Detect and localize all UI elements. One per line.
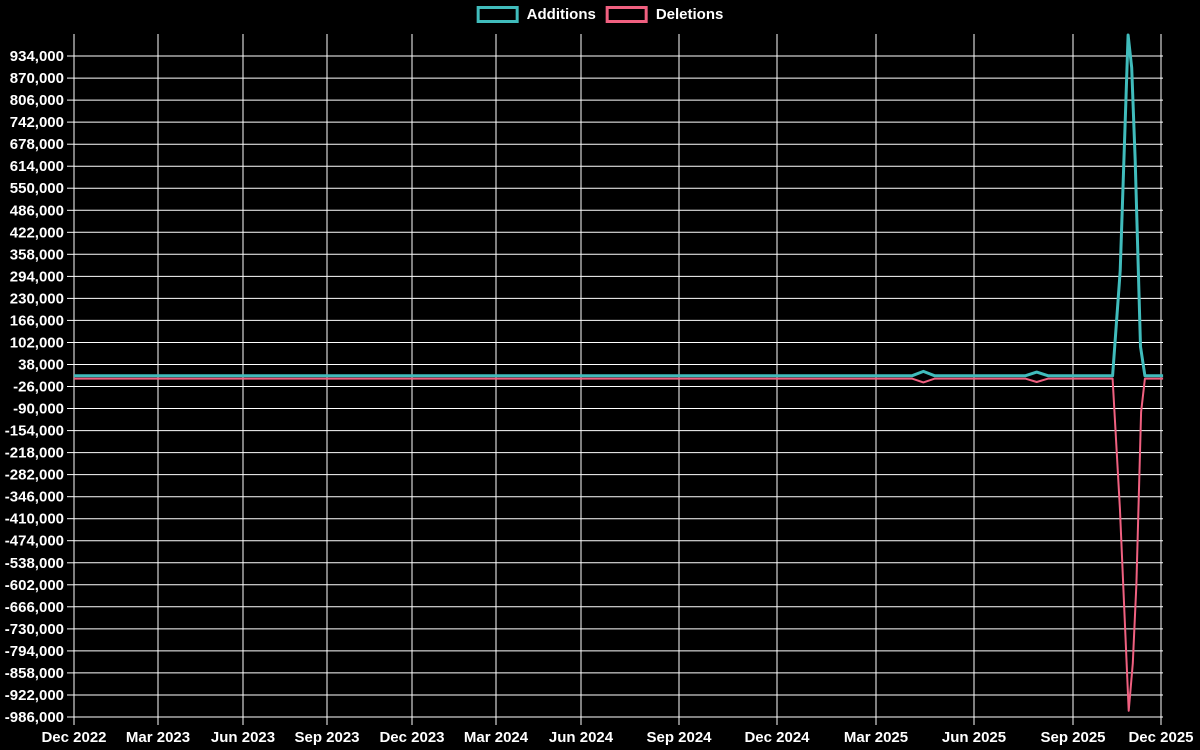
svg-text:486,000: 486,000 [10,202,64,219]
svg-text:Jun 2023: Jun 2023 [211,729,275,746]
svg-text:358,000: 358,000 [10,246,64,263]
svg-text:102,000: 102,000 [10,335,64,352]
svg-text:422,000: 422,000 [10,224,64,241]
svg-text:Mar 2025: Mar 2025 [844,729,908,746]
svg-text:934,000: 934,000 [10,48,64,65]
svg-text:230,000: 230,000 [10,290,64,307]
svg-text:294,000: 294,000 [10,268,64,285]
svg-text:-90,000: -90,000 [13,401,64,418]
svg-text:-858,000: -858,000 [5,665,64,682]
svg-text:-282,000: -282,000 [5,467,64,484]
legend-label-additions: Additions [526,6,596,23]
svg-text:-474,000: -474,000 [5,533,64,550]
svg-text:678,000: 678,000 [10,136,64,153]
svg-text:Dec 2023: Dec 2023 [379,729,444,746]
deletions-swatch-icon [605,6,648,23]
svg-text:-218,000: -218,000 [5,445,64,462]
svg-text:Sep 2025: Sep 2025 [1040,729,1105,746]
svg-text:Sep 2023: Sep 2023 [294,729,359,746]
x-axis-labels: Dec 2022 Mar 2023 Jun 2023 Sep 2023 Dec 2023… [41,729,1193,746]
svg-text:-346,000: -346,000 [5,489,64,506]
svg-text:166,000: 166,000 [10,312,64,329]
svg-text:-602,000: -602,000 [5,577,64,594]
svg-text:-986,000: -986,000 [5,709,64,726]
svg-text:Jun 2025: Jun 2025 [942,729,1006,746]
svg-text:38,000: 38,000 [18,357,64,374]
svg-text:-730,000: -730,000 [5,621,64,638]
legend-item-additions[interactable]: Additions [476,6,596,23]
svg-text:Mar 2024: Mar 2024 [464,729,529,746]
svg-text:806,000: 806,000 [10,92,64,109]
svg-text:-410,000: -410,000 [5,511,64,528]
svg-text:870,000: 870,000 [10,70,64,87]
svg-text:Jun 2024: Jun 2024 [549,729,614,746]
svg-text:-154,000: -154,000 [5,423,64,440]
svg-text:-922,000: -922,000 [5,687,64,704]
svg-text:Dec 2024: Dec 2024 [744,729,810,746]
svg-text:-666,000: -666,000 [5,599,64,616]
additions-line [74,33,1164,378]
svg-text:-26,000: -26,000 [13,379,64,396]
svg-text:Mar 2023: Mar 2023 [126,729,190,746]
svg-text:Dec 2022: Dec 2022 [41,729,106,746]
svg-text:614,000: 614,000 [10,158,64,175]
legend-label-deletions: Deletions [655,6,724,23]
legend-item-deletions[interactable]: Deletions [605,6,724,23]
svg-text:550,000: 550,000 [10,180,64,197]
chart-legend: Additions Deletions [476,6,724,23]
svg-text:-538,000: -538,000 [5,555,64,572]
svg-text:Sep 2024: Sep 2024 [646,729,712,746]
svg-text:-794,000: -794,000 [5,643,64,660]
deletions-line [74,377,1164,712]
svg-text:Dec 2025: Dec 2025 [1128,729,1193,746]
svg-text:742,000: 742,000 [10,114,64,131]
y-axis-labels: 934,000 870,000 806,000 742,000 678,000 614,0… [5,48,64,726]
additions-swatch-icon [476,6,519,23]
